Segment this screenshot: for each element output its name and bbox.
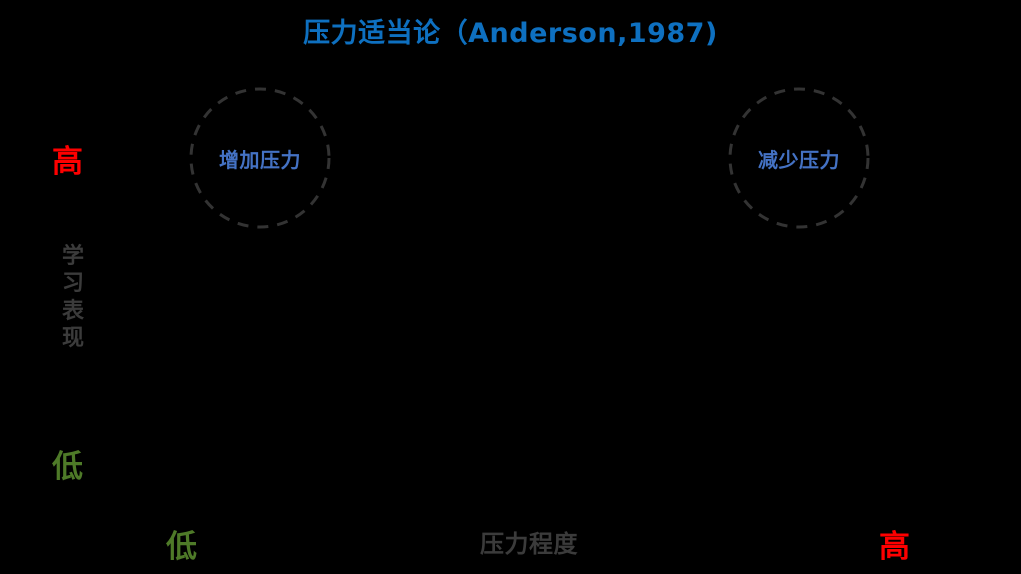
- x-axis-high-label: 高: [879, 529, 910, 565]
- dashed-circle-icon: [189, 87, 331, 229]
- y-axis-low-label: 低: [52, 449, 83, 485]
- bubble-increase-stress-label: 增加压力: [219, 147, 301, 172]
- bubble-decrease-stress-label: 减少压力: [758, 147, 840, 172]
- x-axis-title: 压力程度: [480, 530, 578, 558]
- x-axis-low-label: 低: [166, 529, 197, 565]
- bubble-increase-stress: 增加压力: [189, 87, 331, 229]
- page-title: 压力适当论（Anderson,1987): [303, 18, 718, 49]
- y-axis-high-label: 高: [52, 144, 83, 180]
- bubble-decrease-stress: 减少压力: [728, 87, 870, 229]
- dashed-circle-icon: [728, 87, 870, 229]
- y-axis-title: 学习表现: [61, 244, 84, 351]
